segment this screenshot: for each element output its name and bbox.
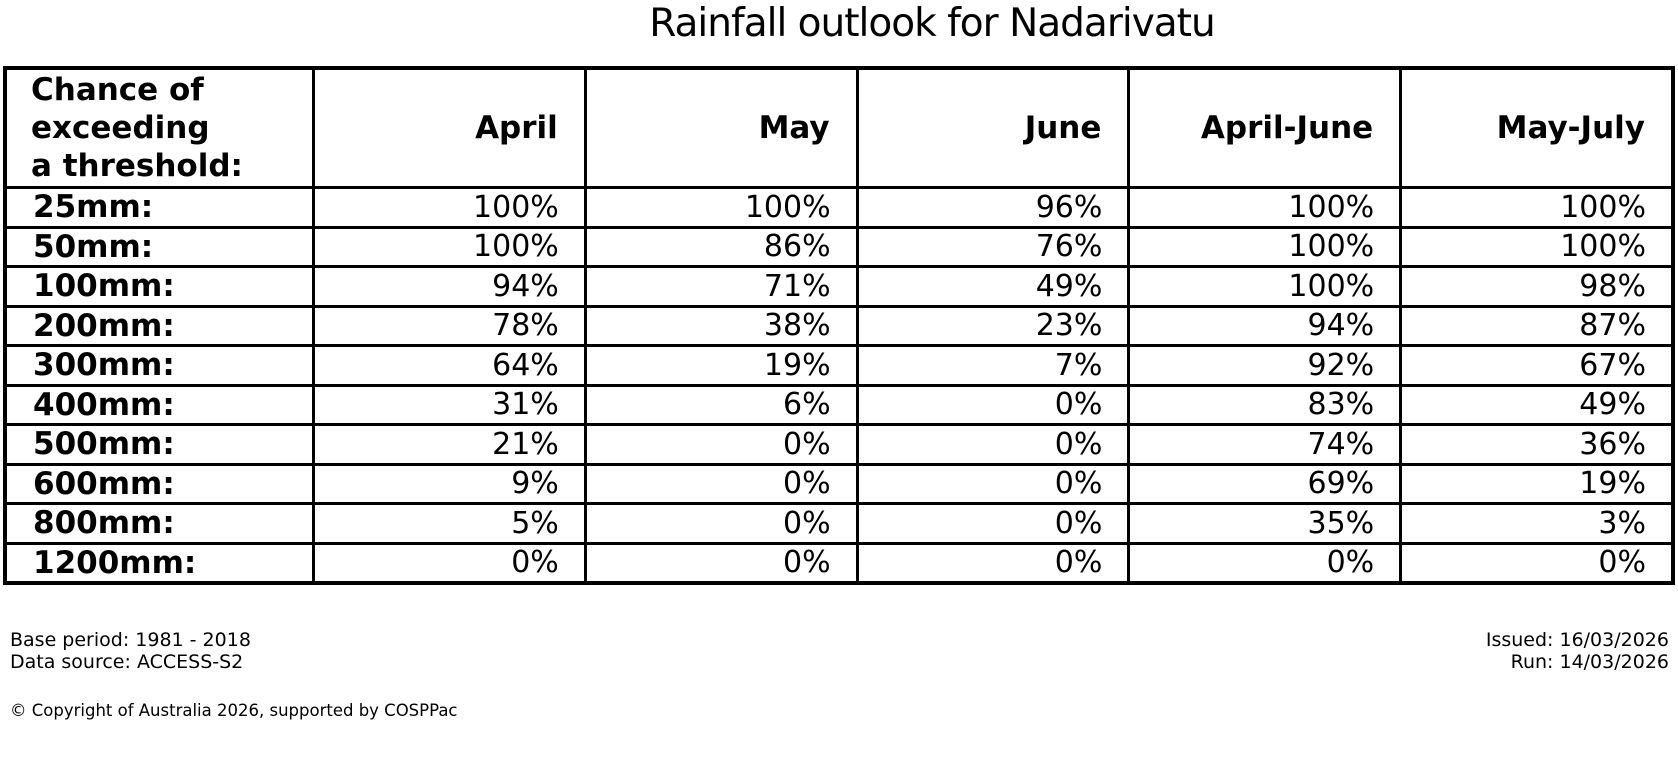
- copyright-text: © Copyright of Australia 2026, supported…: [10, 701, 458, 720]
- value-cell: 36%: [1402, 426, 1671, 463]
- value-cell: 0%: [315, 544, 584, 581]
- value-cell: 96%: [858, 189, 1128, 226]
- value-cell: 35%: [1130, 505, 1400, 542]
- footer-meta-left: Base period: 1981 - 2018 Data source: AC…: [10, 629, 251, 673]
- value-cell: 64%: [315, 347, 584, 384]
- value-cell: 100%: [586, 189, 856, 226]
- threshold-label-cell: 50mm:: [7, 228, 312, 265]
- value-cell: 87%: [1402, 307, 1671, 344]
- value-cell: 0%: [586, 544, 856, 581]
- value-cell: 49%: [858, 268, 1128, 305]
- value-cell: 3%: [1402, 505, 1671, 542]
- run-text: Run: 14/03/2026: [1510, 651, 1669, 673]
- threshold-label-cell: 200mm:: [7, 307, 312, 344]
- value-cell: 5%: [315, 505, 584, 542]
- value-cell: 71%: [586, 268, 856, 305]
- value-cell: 0%: [586, 426, 856, 463]
- value-cell: 0%: [1130, 544, 1400, 581]
- base-period-text: Base period: 1981 - 2018: [10, 629, 251, 651]
- value-cell: 74%: [1130, 426, 1400, 463]
- value-cell: 0%: [858, 386, 1128, 423]
- column-header-cell: April: [315, 70, 584, 186]
- threshold-label-cell: 300mm:: [7, 347, 312, 384]
- threshold-label-cell: 500mm:: [7, 426, 312, 463]
- value-cell: 100%: [1402, 189, 1671, 226]
- value-cell: 19%: [586, 347, 856, 384]
- value-cell: 100%: [1130, 268, 1400, 305]
- value-cell: 21%: [315, 426, 584, 463]
- value-cell: 23%: [858, 307, 1128, 344]
- value-cell: 0%: [858, 505, 1128, 542]
- value-cell: 94%: [1130, 307, 1400, 344]
- column-header-cell: June: [858, 70, 1128, 186]
- value-cell: 6%: [586, 386, 856, 423]
- footer-meta-right: Issued: 16/03/2026 Run: 14/03/2026: [1486, 629, 1669, 673]
- value-cell: 100%: [1130, 228, 1400, 265]
- threshold-label-cell: 400mm:: [7, 386, 312, 423]
- chart-title: Rainfall outlook for Nadarivatu: [649, 1, 1215, 46]
- value-cell: 86%: [586, 228, 856, 265]
- value-cell: 100%: [1130, 189, 1400, 226]
- value-cell: 7%: [858, 347, 1128, 384]
- value-cell: 49%: [1402, 386, 1671, 423]
- threshold-label-cell: 25mm:: [7, 189, 312, 226]
- value-cell: 9%: [315, 465, 584, 502]
- value-cell: 100%: [315, 189, 584, 226]
- value-cell: 0%: [858, 465, 1128, 502]
- value-cell: 98%: [1402, 268, 1671, 305]
- value-cell: 0%: [586, 505, 856, 542]
- column-header-cell: May-July: [1402, 70, 1671, 186]
- value-cell: 76%: [858, 228, 1128, 265]
- value-cell: 78%: [315, 307, 584, 344]
- data-source-text: Data source: ACCESS-S2: [10, 651, 244, 673]
- threshold-label-cell: 600mm:: [7, 465, 312, 502]
- outlook-table: Chance of exceeding a threshold: April May…: [3, 66, 1675, 585]
- value-cell: 100%: [315, 228, 584, 265]
- value-cell: 19%: [1402, 465, 1671, 502]
- threshold-label-cell: 800mm:: [7, 505, 312, 542]
- value-cell: 0%: [858, 426, 1128, 463]
- value-cell: 100%: [1402, 228, 1671, 265]
- value-cell: 0%: [586, 465, 856, 502]
- value-cell: 67%: [1402, 347, 1671, 384]
- value-cell: 94%: [315, 268, 584, 305]
- value-cell: 83%: [1130, 386, 1400, 423]
- value-cell: 92%: [1130, 347, 1400, 384]
- value-cell: 0%: [858, 544, 1128, 581]
- value-cell: 38%: [586, 307, 856, 344]
- corner-header-cell: Chance of exceeding a threshold:: [7, 70, 312, 186]
- threshold-label-cell: 1200mm:: [7, 544, 312, 581]
- issued-text: Issued: 16/03/2026: [1485, 629, 1669, 651]
- column-header-cell: April-June: [1130, 70, 1400, 186]
- threshold-label-cell: 100mm:: [7, 268, 312, 305]
- value-cell: 31%: [315, 386, 584, 423]
- column-header-cell: May: [586, 70, 856, 186]
- value-cell: 0%: [1402, 544, 1671, 581]
- value-cell: 69%: [1130, 465, 1400, 502]
